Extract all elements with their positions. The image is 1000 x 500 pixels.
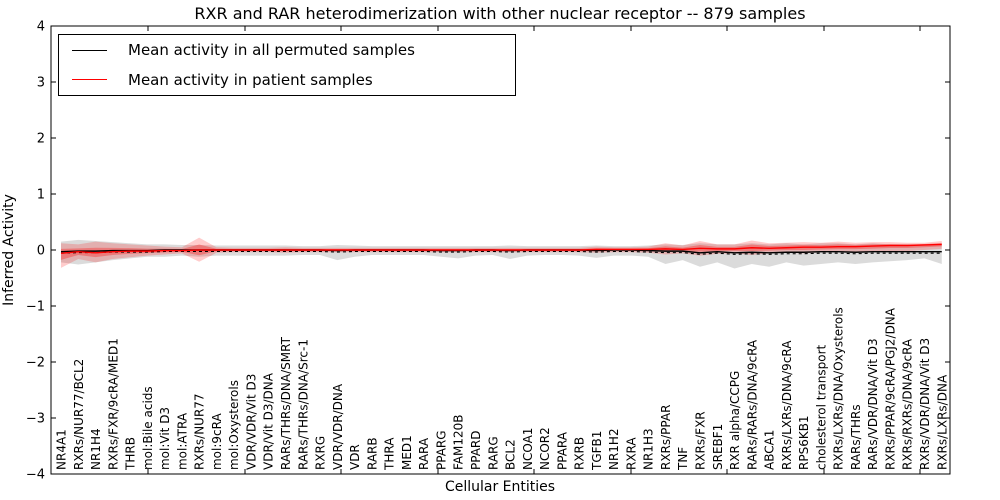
legend-label-patient: Mean activity in patient samples bbox=[128, 70, 373, 89]
svg-text:RXRB: RXRB bbox=[573, 437, 587, 470]
svg-text:RARG: RARG bbox=[486, 436, 500, 470]
svg-text:0: 0 bbox=[37, 244, 45, 259]
svg-text:RARs/RARs/DNA/9cRA: RARs/RARs/DNA/9cRA bbox=[745, 339, 759, 470]
svg-text:−1: −1 bbox=[26, 300, 45, 315]
svg-text:mol:ATRA: mol:ATRA bbox=[175, 412, 189, 470]
svg-text:NR1H2: NR1H2 bbox=[607, 428, 621, 470]
svg-text:RARB: RARB bbox=[365, 437, 379, 470]
svg-text:FAM120B: FAM120B bbox=[452, 415, 466, 470]
svg-text:RXRs/NUR77/BCL2: RXRs/NUR77/BCL2 bbox=[72, 359, 86, 470]
svg-text:RXRs/LXRs/DNA: RXRs/LXRs/DNA bbox=[935, 374, 949, 470]
svg-text:NCOR2: NCOR2 bbox=[538, 427, 552, 470]
svg-text:NCOA1: NCOA1 bbox=[521, 428, 535, 470]
svg-text:RARA: RARA bbox=[417, 437, 431, 470]
svg-text:RXRs/PPAR/9cRA/PGJ2/DNA: RXRs/PPAR/9cRA/PGJ2/DNA bbox=[883, 307, 897, 470]
svg-text:3: 3 bbox=[37, 76, 45, 91]
chart-title: RXR and RAR heterodimerization with othe… bbox=[194, 4, 805, 23]
svg-text:mol:Vit D3: mol:Vit D3 bbox=[158, 407, 172, 470]
svg-text:RXRs/VDR/DNA/Vit D3: RXRs/VDR/DNA/Vit D3 bbox=[918, 338, 932, 470]
svg-text:−4: −4 bbox=[26, 468, 45, 483]
svg-text:BCL2: BCL2 bbox=[504, 439, 518, 470]
svg-text:PPARD: PPARD bbox=[469, 431, 483, 470]
svg-text:SREBF1: SREBF1 bbox=[711, 424, 725, 470]
svg-text:RXRG: RXRG bbox=[314, 436, 328, 470]
series-lines bbox=[60, 243, 942, 255]
y-tick-labels: 4 3 2 1 0 −1 −2 −3 −4 bbox=[26, 20, 45, 483]
svg-text:RXRs/LXRs/DNA/9cRA: RXRs/LXRs/DNA/9cRA bbox=[780, 340, 794, 470]
svg-text:RARs/THRs: RARs/THRs bbox=[849, 404, 863, 470]
svg-text:RXRs/FXR: RXRs/FXR bbox=[693, 411, 707, 470]
svg-text:RXRs/NUR77: RXRs/NUR77 bbox=[193, 393, 207, 470]
svg-text:mol:Oxysterols: mol:Oxysterols bbox=[227, 380, 241, 470]
svg-text:RARs/THRs/DNA/Src-1: RARs/THRs/DNA/Src-1 bbox=[296, 339, 310, 470]
svg-text:RXR alpha/CCPG: RXR alpha/CCPG bbox=[728, 371, 742, 470]
svg-text:RXRs/FXR/9cRA/MED1: RXRs/FXR/9cRA/MED1 bbox=[106, 338, 120, 470]
y-axis-label: Inferred Activity bbox=[1, 194, 17, 306]
svg-text:MED1: MED1 bbox=[400, 435, 414, 470]
svg-text:RXRs/RXRs/DNA/9cRA: RXRs/RXRs/DNA/9cRA bbox=[901, 338, 915, 470]
svg-text:VDR/VDR/DNA: VDR/VDR/DNA bbox=[331, 383, 345, 470]
svg-text:PPARA: PPARA bbox=[555, 431, 569, 470]
svg-text:RXRA: RXRA bbox=[624, 437, 638, 470]
svg-text:mol:9cRA: mol:9cRA bbox=[210, 413, 224, 470]
permuted-line-swatch bbox=[72, 49, 107, 51]
svg-text:RXRs/LXRs/DNA/Oxysterols: RXRs/LXRs/DNA/Oxysterols bbox=[832, 307, 846, 470]
svg-text:2: 2 bbox=[37, 132, 45, 147]
svg-text:1: 1 bbox=[37, 188, 45, 203]
patient-line-swatch bbox=[72, 79, 107, 81]
svg-text:PPARG: PPARG bbox=[434, 430, 448, 470]
confidence-bands bbox=[61, 237, 942, 269]
x-axis-label: Cellular Entities bbox=[445, 479, 555, 495]
svg-text:THRB: THRB bbox=[124, 437, 138, 471]
svg-text:4: 4 bbox=[37, 20, 45, 35]
svg-text:THRA: THRA bbox=[383, 437, 397, 471]
svg-text:mol:Bile acids: mol:Bile acids bbox=[141, 386, 155, 470]
svg-text:TNF: TNF bbox=[676, 447, 690, 471]
x-category-labels: NR4A1 RXRs/NUR77/BCL2 NR1H4 RXRs/FXR/9cRA/M… bbox=[55, 307, 950, 471]
svg-text:NR1H3: NR1H3 bbox=[642, 428, 656, 470]
legend: Mean activity in all permuted samples Me… bbox=[58, 34, 516, 96]
svg-text:RPS6KB1: RPS6KB1 bbox=[797, 415, 811, 470]
svg-text:RARs/VDR/DNA/Vit D3: RARs/VDR/DNA/Vit D3 bbox=[866, 338, 880, 470]
legend-item-patient: Mean activity in patient samples bbox=[72, 65, 515, 94]
svg-text:−2: −2 bbox=[26, 356, 45, 371]
svg-text:VDR: VDR bbox=[348, 444, 362, 470]
svg-text:NR4A1: NR4A1 bbox=[55, 429, 69, 470]
svg-text:RXRs/PPAR: RXRs/PPAR bbox=[659, 405, 673, 470]
legend-item-permuted: Mean activity in all permuted samples bbox=[72, 36, 515, 65]
svg-text:VDR/Vit D3/DNA: VDR/Vit D3/DNA bbox=[262, 372, 276, 470]
axes-spines-ticks bbox=[50, 25, 951, 475]
svg-text:TGFB1: TGFB1 bbox=[590, 431, 604, 471]
svg-text:RARs/THRs/DNA/SMRT: RARs/THRs/DNA/SMRT bbox=[279, 336, 293, 470]
svg-text:−3: −3 bbox=[26, 412, 45, 427]
svg-text:cholesterol transport: cholesterol transport bbox=[814, 344, 828, 470]
legend-label-permuted: Mean activity in all permuted samples bbox=[128, 41, 415, 60]
svg-text:NR1H4: NR1H4 bbox=[89, 428, 103, 470]
svg-text:VDR/VDR/Vit D3: VDR/VDR/Vit D3 bbox=[244, 374, 258, 470]
svg-text:ABCA1: ABCA1 bbox=[763, 430, 777, 470]
